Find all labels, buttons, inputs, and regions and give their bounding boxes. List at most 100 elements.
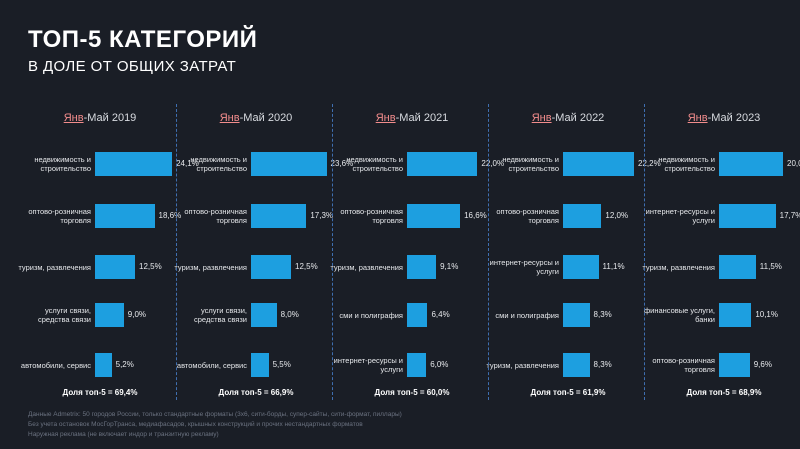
page-title: ТОП-5 КАТЕГОРИЙ [28, 26, 258, 53]
data-label: 23,6% [330, 159, 354, 168]
period-range: -Май 2023 [707, 112, 761, 124]
data-label: 9,0% [127, 310, 147, 319]
category-label: туризм, развлечения [330, 262, 403, 272]
bar-row: финансовые услуги, банки 10,1% [644, 300, 800, 330]
period-range: -Май 2020 [239, 112, 293, 124]
bar-row: сми и полиграфия 6,4% [334, 300, 490, 330]
panel-divider [332, 104, 333, 400]
bar [563, 353, 590, 377]
data-label: 18,6% [158, 211, 182, 220]
period-range: -Май 2022 [551, 112, 605, 124]
category-label: недвижимость и строительство [502, 155, 559, 173]
data-label: 8,3% [593, 360, 612, 369]
category-label: туризм, развлечения [18, 262, 91, 272]
chart-period-title: Янв-Май 2021 [334, 112, 490, 124]
category-label: интернет-ресурсы и услуги [645, 207, 715, 225]
period-month-highlight: Янв [687, 112, 708, 124]
data-label: 17,3% [310, 211, 334, 220]
data-label: 12,0% [605, 211, 629, 220]
period-month-highlight: Янв [63, 112, 84, 124]
bar-row: сми и полиграфия 8,3% [490, 300, 646, 330]
category-label: сми и полиграфия [339, 310, 403, 320]
category-label: оптово-розничная торговля [496, 207, 559, 225]
chart-period-title: Янв-Май 2020 [178, 112, 334, 124]
category-label: оптово-розничная торговля [340, 207, 403, 225]
bar-row: туризм, развлечения 8,3% [486, 350, 646, 380]
category-label: услуги связи, средства связи [38, 306, 91, 324]
category-label: оптово-розничная торговля [28, 207, 91, 225]
bar [407, 303, 428, 327]
bar [95, 152, 173, 176]
bar-row: автомобили, сервис 5,5% [177, 350, 334, 380]
bar-row: недвижимость и строительство 20,0% [646, 149, 800, 179]
footnote-line: Наружная реклама (не включает индор и тр… [28, 431, 219, 438]
data-label: 9,6% [753, 360, 772, 369]
bar [251, 303, 277, 327]
data-label: 6,4% [431, 310, 450, 319]
category-label: оптово-розничная торговля [184, 207, 247, 225]
data-label: 20,0% [787, 159, 800, 168]
category-label: автомобили, сервис [20, 360, 91, 370]
panel-divider [488, 104, 489, 400]
footnote-line: Без учета остановок МосГорТранса, медиаф… [28, 421, 363, 428]
footnote-line: Данные Admetrix: 50 городов России, толь… [28, 411, 402, 418]
bar [563, 255, 599, 279]
bar [407, 204, 461, 228]
top5-share: Доля топ-5 = 61,9% [530, 388, 606, 397]
bar [407, 152, 478, 176]
bar [251, 353, 269, 377]
top5-share: Доля топ-5 = 69,4% [62, 388, 138, 397]
data-label: 16,6% [464, 211, 487, 220]
chart-panel: Янв-Май 2022 недвижимость и строительство… [486, 104, 660, 404]
category-label: недвижимость и строительство [658, 155, 715, 173]
bar [251, 255, 291, 279]
data-label: 5,2% [115, 360, 134, 369]
bar [95, 303, 124, 327]
bar [251, 204, 307, 228]
top5-share: Доля топ-5 = 60,0% [374, 388, 450, 397]
bar [563, 303, 590, 327]
data-label: 22,0% [481, 159, 505, 168]
bar [719, 255, 756, 279]
data-label: 17,7% [779, 211, 800, 220]
data-label: 10,1% [755, 310, 778, 319]
category-label: интернет-ресурсы и услуги [333, 356, 403, 374]
data-label: 9,1% [440, 262, 459, 271]
chart-period-title: Янв-Май 2019 [22, 112, 178, 124]
data-label: 8,0% [280, 310, 299, 319]
panel-divider [176, 104, 177, 400]
bar-row: туризм, развлечения 12,5% [174, 252, 334, 282]
data-label: 24,1% [176, 159, 199, 168]
category-label: финансовые услуги, банки [643, 306, 715, 324]
data-label: 11,5% [759, 262, 782, 271]
category-label: услуги связи, средства связи [194, 306, 247, 324]
bar-row: оптово-розничная торговля 9,6% [646, 350, 800, 380]
top5-share: Доля топ-5 = 68,9% [686, 388, 762, 397]
chart-panel: Янв-Май 2021 недвижимость и строительство… [330, 104, 504, 404]
bar [407, 255, 437, 279]
bar-row: интернет-ресурсы и услуги 17,7% [646, 201, 800, 231]
bar [719, 152, 783, 176]
bar-row: туризм, развлечения 9,1% [330, 252, 490, 282]
data-label: 12,5% [295, 262, 318, 271]
bar [407, 353, 427, 377]
data-label: 12,5% [139, 262, 162, 271]
chart-panel: Янв-Май 2023 недвижимость и строительство… [642, 104, 800, 404]
bar-row: оптово-розничная торговля 18,6% [22, 201, 181, 231]
period-month-highlight: Янв [219, 112, 240, 124]
bar-row: оптово-розничная торговля 16,6% [334, 201, 490, 231]
bar [95, 255, 135, 279]
bar-row: недвижимость и строительство 23,6% [178, 149, 353, 179]
bar-row: оптово-розничная торговля 12,0% [490, 201, 646, 231]
category-label: оптово-розничная торговля [652, 356, 715, 374]
bar [719, 353, 750, 377]
top5-share: Доля топ-5 = 66,9% [218, 388, 294, 397]
data-label: 5,5% [272, 360, 291, 369]
chart-period-title: Янв-Май 2023 [646, 112, 800, 124]
category-label: туризм, развлечения [174, 262, 247, 272]
bar-row: туризм, развлечения 11,5% [642, 252, 800, 282]
chart-panel: Янв-Май 2019 недвижимость и строительство… [18, 104, 198, 404]
category-label: недвижимость и строительство [346, 155, 403, 173]
category-label: туризм, развлечения [642, 262, 715, 272]
bar-row: оптово-розничная торговля 17,3% [178, 201, 334, 231]
